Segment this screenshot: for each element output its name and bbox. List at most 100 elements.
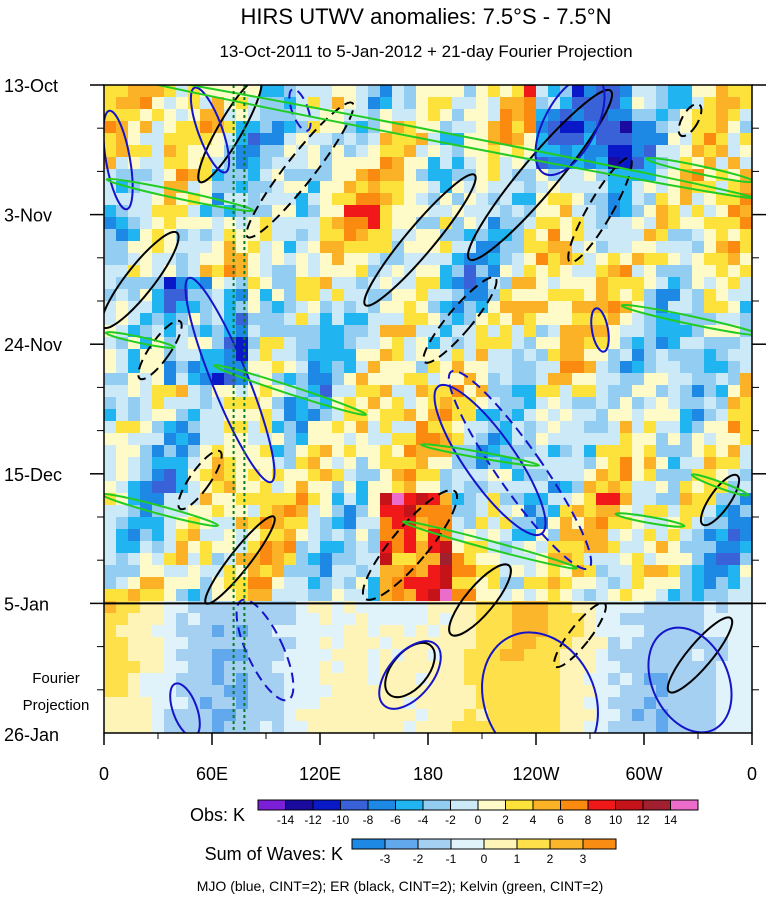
anomaly-cell xyxy=(740,289,752,302)
anomaly-cell xyxy=(128,349,141,362)
anomaly-cell xyxy=(152,133,165,146)
anomaly-cell xyxy=(620,613,633,626)
anomaly-cell xyxy=(716,241,729,254)
anomaly-cell xyxy=(284,481,297,494)
plot-area xyxy=(104,85,752,733)
anomaly-cell xyxy=(440,397,453,410)
anomaly-cell xyxy=(116,661,129,674)
anomaly-cell xyxy=(368,205,381,218)
anomaly-cell xyxy=(704,589,717,602)
anomaly-cell xyxy=(656,685,669,698)
anomaly-cell xyxy=(176,433,189,446)
anomaly-cell xyxy=(332,277,345,290)
anomaly-cell xyxy=(368,145,381,158)
colorbar-tick-label: -1 xyxy=(446,852,457,866)
anomaly-cell xyxy=(212,505,225,518)
anomaly-cell xyxy=(368,253,381,266)
anomaly-cell xyxy=(716,361,729,374)
anomaly-cell xyxy=(320,481,333,494)
anomaly-cell xyxy=(464,685,477,698)
anomaly-cell xyxy=(404,385,417,398)
anomaly-cell xyxy=(572,205,585,218)
anomaly-cell xyxy=(236,625,249,638)
anomaly-cell xyxy=(608,637,621,650)
anomaly-cell xyxy=(584,217,597,230)
anomaly-cell xyxy=(608,649,621,662)
anomaly-cell xyxy=(260,229,273,242)
anomaly-cell xyxy=(464,673,477,686)
anomaly-cell xyxy=(140,553,153,566)
anomaly-cell xyxy=(404,481,417,494)
anomaly-cell xyxy=(608,517,621,530)
anomaly-cell xyxy=(248,577,261,590)
anomaly-cell xyxy=(608,181,621,194)
anomaly-cell xyxy=(392,529,405,542)
anomaly-cell xyxy=(704,349,717,362)
anomaly-cell xyxy=(140,85,153,98)
anomaly-cell xyxy=(116,589,129,602)
anomaly-cell xyxy=(392,241,405,254)
anomaly-cell xyxy=(464,205,477,218)
anomaly-cell xyxy=(356,373,369,386)
anomaly-cell xyxy=(272,85,285,98)
anomaly-cell xyxy=(320,625,333,638)
anomaly-cell xyxy=(656,169,669,182)
anomaly-cell xyxy=(656,349,669,362)
anomaly-cell xyxy=(440,661,453,674)
anomaly-cell xyxy=(152,721,165,733)
anomaly-cell xyxy=(656,325,669,338)
anomaly-cell xyxy=(176,253,189,266)
anomaly-cell xyxy=(212,97,225,110)
anomaly-cell xyxy=(332,541,345,554)
anomaly-cell xyxy=(404,421,417,434)
anomaly-cell xyxy=(560,613,573,626)
anomaly-cell xyxy=(488,481,501,494)
anomaly-cell xyxy=(500,673,513,686)
anomaly-cell xyxy=(224,721,237,733)
anomaly-cell xyxy=(452,97,465,110)
anomaly-cell xyxy=(296,157,309,170)
anomaly-cell xyxy=(716,685,729,698)
anomaly-cell xyxy=(548,121,561,134)
anomaly-cell xyxy=(464,481,477,494)
anomaly-cell xyxy=(536,721,549,733)
anomaly-cell xyxy=(632,121,645,134)
anomaly-cell xyxy=(704,625,717,638)
anomaly-cell xyxy=(704,397,717,410)
anomaly-cell xyxy=(428,157,441,170)
anomaly-cell xyxy=(200,613,213,626)
anomaly-cell xyxy=(356,397,369,410)
anomaly-cell xyxy=(524,421,537,434)
anomaly-cell xyxy=(104,685,117,698)
mjo-contour xyxy=(189,86,231,174)
anomaly-cell xyxy=(308,673,321,686)
anomaly-cell xyxy=(188,625,201,638)
anomaly-cell xyxy=(284,169,297,182)
anomaly-cell xyxy=(320,529,333,542)
anomaly-cell xyxy=(392,613,405,626)
anomaly-cell xyxy=(596,169,609,182)
anomaly-cell xyxy=(476,433,489,446)
anomaly-cell xyxy=(296,565,309,578)
anomaly-cell xyxy=(512,253,525,266)
anomaly-cell xyxy=(380,193,393,206)
anomaly-cell xyxy=(104,529,117,542)
anomaly-cell xyxy=(128,277,141,290)
anomaly-cell xyxy=(380,649,393,662)
anomaly-cell xyxy=(572,661,585,674)
anomaly-cell xyxy=(260,553,273,566)
anomaly-cell xyxy=(692,613,705,626)
anomaly-cell xyxy=(488,361,501,374)
anomaly-cell xyxy=(452,649,465,662)
anomaly-cell xyxy=(164,193,177,206)
anomaly-cell xyxy=(680,613,693,626)
anomaly-cell xyxy=(212,241,225,254)
anomaly-cell xyxy=(644,709,657,722)
anomaly-cell xyxy=(188,361,201,374)
anomaly-cell xyxy=(128,121,141,134)
anomaly-cell xyxy=(512,349,525,362)
anomaly-cell xyxy=(656,97,669,110)
anomaly-cell xyxy=(404,181,417,194)
anomaly-cell xyxy=(284,289,297,302)
anomaly-cell xyxy=(272,361,285,374)
